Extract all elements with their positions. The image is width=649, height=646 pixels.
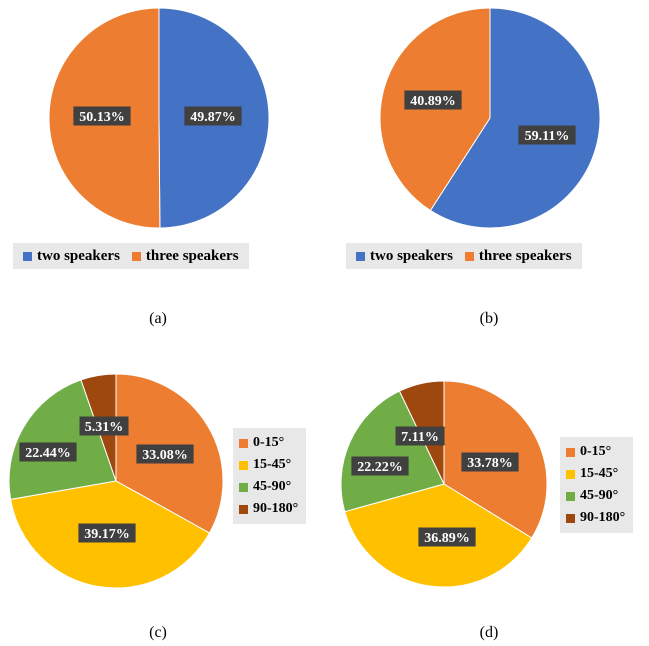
legend-label: two speakers bbox=[370, 247, 453, 264]
legend-label: three speakers bbox=[478, 247, 572, 264]
data-label: 59.11% bbox=[525, 129, 570, 144]
data-label: 50.13% bbox=[79, 110, 125, 125]
legend-item: two speakers bbox=[356, 248, 453, 265]
data-label-box bbox=[184, 106, 242, 126]
data-label: 22.44% bbox=[25, 446, 71, 461]
data-label-box bbox=[418, 527, 476, 547]
legend-swatch-icon bbox=[464, 251, 474, 261]
legend-a: two speakers three speakers bbox=[13, 243, 249, 269]
legend-swatch-icon bbox=[239, 504, 248, 514]
pie-slice bbox=[429, 7, 601, 229]
caption-b: (b) bbox=[479, 310, 499, 327]
legend-swatch-icon bbox=[566, 469, 575, 479]
data-label: 39.17% bbox=[84, 527, 130, 542]
data-label-box bbox=[518, 125, 576, 145]
legend-label: 45-90° bbox=[253, 479, 292, 494]
legend-label: 0-15° bbox=[253, 435, 285, 450]
legend-item: 90-180° bbox=[239, 498, 298, 520]
legend-swatch-icon bbox=[356, 251, 365, 261]
data-label-box bbox=[395, 426, 445, 446]
legend-item: 0-15° bbox=[566, 441, 611, 463]
data-label: 36.89% bbox=[424, 531, 470, 546]
legend-swatch-icon bbox=[566, 447, 575, 457]
caption-d: (d) bbox=[479, 624, 499, 641]
data-label-box bbox=[19, 442, 77, 462]
legend-item: 0-15° bbox=[239, 432, 284, 454]
legend-item: 45-90° bbox=[239, 476, 291, 498]
data-label-box bbox=[404, 90, 462, 110]
data-label-box bbox=[136, 444, 194, 464]
legend-item: 90-180° bbox=[566, 507, 625, 529]
data-label: 40.89% bbox=[410, 94, 456, 109]
legend-c: 0-15° 15-45° 45-90° 90-180° bbox=[233, 428, 307, 524]
data-label: 33.08% bbox=[142, 448, 188, 463]
pie-chart-2: 33.08% 39.17% 22.44% 5.31% bbox=[8, 373, 224, 589]
legend-swatch-icon bbox=[239, 460, 248, 470]
legend-d: 0-15° 15-45° 45-90° 90-180° bbox=[560, 437, 634, 533]
data-label: 5.31% bbox=[85, 420, 124, 435]
data-label: 33.78% bbox=[467, 456, 513, 471]
pie-slice bbox=[340, 390, 445, 513]
legend-label: 15-45° bbox=[580, 466, 619, 481]
data-label: 7.11% bbox=[401, 430, 439, 445]
pie-chart-1: 59.11% 40.89% bbox=[379, 7, 601, 229]
data-label-box bbox=[351, 456, 409, 476]
legend-label: 15-45° bbox=[253, 457, 292, 472]
legend-item: three speakers bbox=[131, 247, 239, 265]
caption-c: (c) bbox=[149, 624, 167, 641]
legend-item: 15-45° bbox=[239, 454, 291, 476]
legend-swatch-icon bbox=[131, 251, 141, 261]
data-label-box bbox=[78, 523, 136, 543]
legend-label: 0-15° bbox=[580, 444, 612, 459]
data-label-box bbox=[73, 106, 131, 126]
legend-item: three speakers bbox=[464, 247, 572, 265]
data-label-box bbox=[79, 416, 129, 436]
legend-label: three speakers bbox=[145, 247, 239, 264]
legend-swatch-icon bbox=[239, 438, 248, 448]
pie-chart-0: 49.87% 50.13% bbox=[48, 7, 270, 229]
pie-slice bbox=[8, 379, 117, 500]
caption-a: (a) bbox=[149, 310, 167, 327]
legend-item: two speakers bbox=[23, 248, 120, 265]
legend-swatch-icon bbox=[23, 251, 32, 261]
legend-label: two speakers bbox=[37, 247, 120, 264]
data-label-box bbox=[461, 452, 519, 472]
legend-swatch-icon bbox=[566, 513, 575, 523]
legend-b: two speakers three speakers bbox=[346, 243, 582, 269]
data-label: 22.22% bbox=[357, 460, 403, 475]
legend-label: 90-180° bbox=[580, 510, 626, 525]
legend-swatch-icon bbox=[239, 482, 248, 492]
legend-swatch-icon bbox=[566, 491, 575, 501]
legend-item: 45-90° bbox=[566, 485, 618, 507]
legend-label: 90-180° bbox=[253, 501, 299, 516]
pie-chart-3: 33.78% 36.89% 22.22% 7.11% bbox=[340, 380, 548, 588]
legend-item: 15-45° bbox=[566, 463, 618, 485]
data-label: 49.87% bbox=[190, 110, 236, 125]
legend-label: 45-90° bbox=[580, 488, 619, 503]
